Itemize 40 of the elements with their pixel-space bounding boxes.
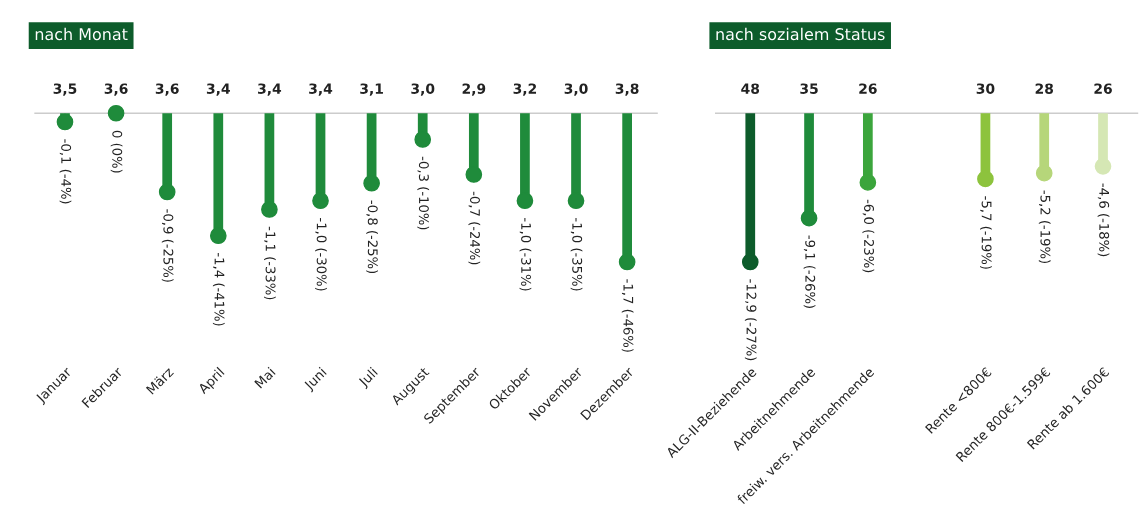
text: 35: [800, 83, 818, 94]
text: 3,1: [360, 83, 383, 96]
text: 48: [741, 83, 760, 94]
data-label: -0,1 (-4%): [59, 139, 72, 204]
text: 3,4: [206, 83, 230, 96]
text: 3,4: [258, 83, 282, 96]
data-label: -1,1 (-33%): [264, 226, 276, 300]
text: 3,0: [564, 83, 588, 96]
text: 30: [976, 83, 995, 94]
data-label: -0,3 (-10%): [417, 156, 430, 230]
data-label: -4,6 (-18%): [1097, 183, 1110, 257]
data-label: -12,9 (-27%): [744, 279, 757, 361]
data-label: -0,7 (-24%): [468, 191, 481, 265]
chart-title: nach sozialem Status: [716, 27, 885, 41]
text: 3,2: [513, 83, 537, 96]
data-label: -5,7 (-19%): [980, 196, 992, 269]
text: 26: [1094, 83, 1112, 94]
text: 3,5: [53, 83, 77, 96]
x-tick-label: Mai: [253, 366, 276, 389]
data-label: -1,7 (-46%): [621, 279, 634, 352]
text: 2,9: [462, 83, 486, 96]
text: 3,6: [104, 83, 128, 96]
data-label: -1,0 (-35%): [570, 218, 583, 291]
data-label: -6,0 (-23%): [862, 199, 875, 273]
x-tick-label: Juli: [357, 366, 380, 390]
text: 3,0: [411, 83, 435, 96]
text: 26: [859, 83, 877, 94]
data-label: -1,4 (-41%): [212, 253, 225, 326]
data-label: 0 (0%): [110, 130, 123, 173]
data-label: -0,8 (-25%): [366, 200, 378, 274]
data-label: -1,0 (-31%): [519, 218, 532, 291]
text: 3,6: [155, 83, 179, 96]
data-label: -5,2 (-19%): [1038, 190, 1051, 264]
text: 3,4: [309, 83, 333, 96]
text: 3,8: [615, 83, 639, 96]
data-label: -9,1 (-26%): [803, 235, 816, 309]
data-label: -1,0 (-30%): [315, 218, 327, 291]
chart-title: nach Monat: [35, 27, 128, 41]
data-label: -0,9 (-25%): [161, 209, 174, 282]
text: 28: [1035, 83, 1054, 94]
